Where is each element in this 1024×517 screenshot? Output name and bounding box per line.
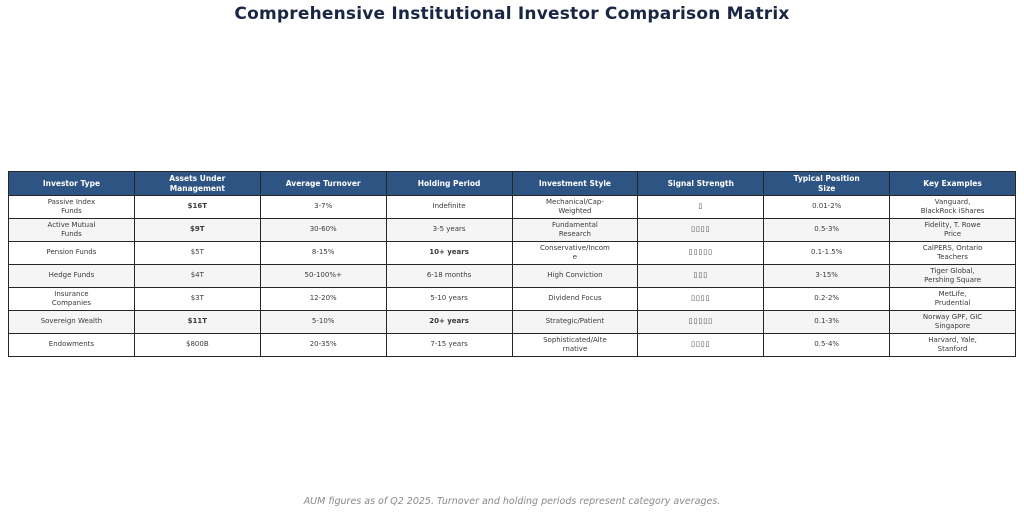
cell-aum: $4T <box>133 264 261 288</box>
cell-signal-strength: ▯▯▯▯▯ <box>637 310 765 334</box>
table-row-endowments: Endowments $800B 20-35% 7-15 years Sophi… <box>8 333 1016 357</box>
cell-key-examples: Harvard, Yale, Stanford <box>889 333 1016 357</box>
cell-position-size: 0.1-3% <box>763 310 891 334</box>
cell-key-examples: Norway GPF, GIC Singapore <box>889 310 1016 334</box>
column-header-aum: Assets Under Management <box>133 171 261 196</box>
cell-investment-style: Dividend Focus <box>511 287 639 311</box>
table-row-sovereign-wealth: Sovereign Wealth $11T 5-10% 20+ years St… <box>8 310 1016 334</box>
cell-signal-strength: ▯▯▯▯ <box>637 218 765 242</box>
cell-signal-strength: ▯ <box>637 195 765 219</box>
table-row-passive-index-funds: Passive Index Funds $16T 3-7% Indefinite… <box>8 195 1016 219</box>
cell-investor-type: Sovereign Wealth <box>8 310 135 334</box>
cell-investment-style: High Conviction <box>511 264 639 288</box>
cell-aum: $3T <box>133 287 261 311</box>
cell-position-size: 0.5-3% <box>763 218 891 242</box>
cell-aum: $800B <box>133 333 261 357</box>
cell-investment-style: Conservative/Incom e <box>511 241 639 265</box>
column-header-key-examples: Key Examples <box>889 171 1016 196</box>
cell-investment-style: Fundamental Research <box>511 218 639 242</box>
cell-key-examples: Fidelity, T. Rowe Price <box>889 218 1016 242</box>
cell-holding-period: 5-10 years <box>385 287 513 311</box>
cell-position-size: 0.2-2% <box>763 287 891 311</box>
table-body: Passive Index Funds $16T 3-7% Indefinite… <box>8 195 1016 357</box>
cell-signal-strength: ▯▯▯▯ <box>637 287 765 311</box>
page-title: Comprehensive Institutional Investor Com… <box>234 4 790 24</box>
table-row-insurance-companies: Insurance Companies $3T 12-20% 5-10 year… <box>8 287 1016 311</box>
column-header-signal-strength: Signal Strength <box>637 171 765 196</box>
investor-comparison-table: Investor Type Assets Under Management Av… <box>8 171 1016 357</box>
column-header-holding-period: Holding Period <box>385 171 513 196</box>
cell-position-size: 3-15% <box>763 264 891 288</box>
cell-turnover: 50-100%+ <box>259 264 387 288</box>
cell-turnover: 30-60% <box>259 218 387 242</box>
column-header-investment-style: Investment Style <box>511 171 639 196</box>
cell-investor-type: Pension Funds <box>8 241 135 265</box>
cell-position-size: 0.01-2% <box>763 195 891 219</box>
cell-holding-period: Indefinite <box>385 195 513 219</box>
cell-investor-type: Endowments <box>8 333 135 357</box>
column-header-average-turnover: Average Turnover <box>259 171 387 196</box>
cell-aum: $16T <box>133 195 261 219</box>
cell-key-examples: Vanguard, BlackRock iShares <box>889 195 1016 219</box>
column-header-investor-type: Investor Type <box>8 171 135 196</box>
cell-aum: $9T <box>133 218 261 242</box>
cell-investment-style: Strategic/Patient <box>511 310 639 334</box>
cell-turnover: 5-10% <box>259 310 387 334</box>
column-header-position-size: Typical Position Size <box>763 171 891 196</box>
cell-key-examples: Tiger Global, Pershing Square <box>889 264 1016 288</box>
cell-turnover: 12-20% <box>259 287 387 311</box>
table-header: Investor Type Assets Under Management Av… <box>8 171 1016 196</box>
cell-signal-strength: ▯▯▯▯ <box>637 333 765 357</box>
cell-investor-type: Insurance Companies <box>8 287 135 311</box>
cell-investor-type: Hedge Funds <box>8 264 135 288</box>
footnote: AUM figures as of Q2 2025. Turnover and … <box>303 496 721 507</box>
table-row-active-mutual-funds: Active Mutual Funds $9T 30-60% 3-5 years… <box>8 218 1016 242</box>
cell-holding-period: 7-15 years <box>385 333 513 357</box>
cell-position-size: 0.5-4% <box>763 333 891 357</box>
cell-turnover: 20-35% <box>259 333 387 357</box>
table-row-hedge-funds: Hedge Funds $4T 50-100%+ 6-18 months Hig… <box>8 264 1016 288</box>
cell-holding-period: 3-5 years <box>385 218 513 242</box>
table-header-row: Investor Type Assets Under Management Av… <box>8 171 1016 196</box>
cell-holding-period: 20+ years <box>385 310 513 334</box>
table-row-pension-funds: Pension Funds $5T 8-15% 10+ years Conser… <box>8 241 1016 265</box>
cell-aum: $11T <box>133 310 261 334</box>
cell-holding-period: 10+ years <box>385 241 513 265</box>
cell-investment-style: Sophisticated/Alte rnative <box>511 333 639 357</box>
cell-holding-period: 6-18 months <box>385 264 513 288</box>
cell-key-examples: MetLife, Prudential <box>889 287 1016 311</box>
cell-investment-style: Mechanical/Cap- Weighted <box>511 195 639 219</box>
cell-signal-strength: ▯▯▯▯▯ <box>637 241 765 265</box>
cell-signal-strength: ▯▯▯ <box>637 264 765 288</box>
cell-key-examples: CalPERS, Ontario Teachers <box>889 241 1016 265</box>
cell-position-size: 0.1-1.5% <box>763 241 891 265</box>
cell-turnover: 3-7% <box>259 195 387 219</box>
cell-investor-type: Active Mutual Funds <box>8 218 135 242</box>
cell-turnover: 8-15% <box>259 241 387 265</box>
cell-investor-type: Passive Index Funds <box>8 195 135 219</box>
cell-aum: $5T <box>133 241 261 265</box>
